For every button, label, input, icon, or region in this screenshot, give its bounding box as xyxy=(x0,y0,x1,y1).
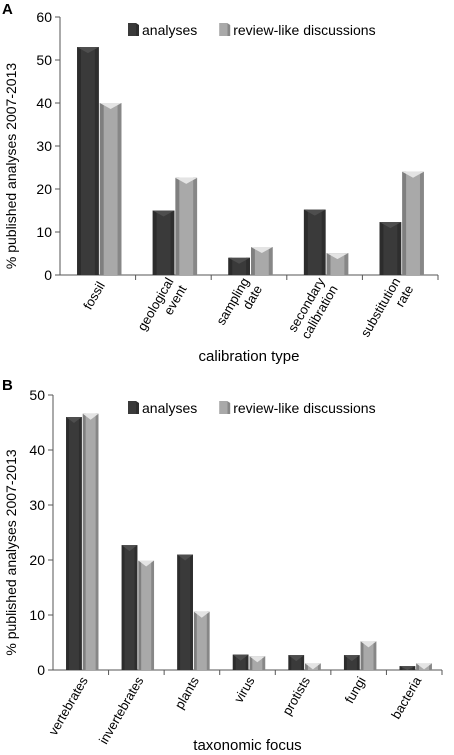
x-category-label: samplingdate xyxy=(213,275,265,335)
x-axis-title: taxonomic focus xyxy=(193,737,301,754)
bar-review-like-0 xyxy=(99,103,122,275)
bar-analyses-1 xyxy=(121,545,138,670)
y-tick-label: 20 xyxy=(29,552,45,568)
bar-analyses-0 xyxy=(77,47,99,275)
bar-review-like-5 xyxy=(360,641,377,670)
panel-label: B xyxy=(2,377,13,394)
bar-analyses-4 xyxy=(379,222,402,275)
y-tick-label: 50 xyxy=(29,387,45,403)
bar-review-like-2 xyxy=(193,611,210,670)
bar-analyses-1 xyxy=(152,210,175,275)
x-category-label: fossil xyxy=(80,279,108,312)
bar-review-like-0 xyxy=(82,413,99,670)
y-tick-label: 40 xyxy=(36,95,52,111)
legend: analyses review-like discussions xyxy=(128,22,376,38)
x-category-label: protists xyxy=(279,674,313,718)
x-category-label: vertebrates xyxy=(45,674,91,738)
chart-panel-b: B 0 10 20 30 40 50 % published analyses 2007-20… xyxy=(2,377,443,754)
x-category-label: invertebrates xyxy=(96,674,147,747)
y-tick-label: 10 xyxy=(29,607,45,623)
legend-label: review-like discussions xyxy=(233,400,375,416)
y-tick-label: 10 xyxy=(36,224,52,240)
bar-review-like-1 xyxy=(175,177,198,275)
x-category-label: virus xyxy=(231,674,258,706)
y-tick-label: 0 xyxy=(44,267,52,283)
y-tick-label: 0 xyxy=(37,662,45,678)
y-tick-label: 20 xyxy=(36,181,52,197)
chart-panel-a: A 0 10 20 30 40 50 60 % published analyses 2007-… xyxy=(2,1,439,365)
panel-label: A xyxy=(2,1,13,18)
legend-swatch xyxy=(128,401,136,414)
y-tick-label: 30 xyxy=(36,138,52,154)
x-category-label: bacteria xyxy=(388,673,424,721)
y-tick-label: 60 xyxy=(36,9,52,25)
x-category-label: secondarycalibration xyxy=(285,275,341,342)
x-category-label: geologicalevent xyxy=(134,275,189,341)
bar-analyses-5 xyxy=(343,655,360,670)
y-tick-label: 40 xyxy=(29,442,45,458)
y-axis-title: % published analyses 2007-2013 xyxy=(3,449,19,655)
bar-review-like-2 xyxy=(251,247,273,275)
legend-label: analyses xyxy=(142,22,197,38)
y-tick-label: 30 xyxy=(29,497,45,513)
legend: analyses review-like discussions xyxy=(128,400,376,416)
bar-review-like-4 xyxy=(402,171,424,275)
bar-review-like-6 xyxy=(416,663,432,670)
y-tick-label: 50 xyxy=(36,52,52,68)
legend-swatch xyxy=(128,23,136,36)
legend-swatch xyxy=(219,401,228,414)
y-axis-title: % published analyses 2007-2013 xyxy=(3,63,19,269)
bar-review-like-1 xyxy=(138,560,155,670)
x-category-label: plants xyxy=(172,674,203,712)
bar-analyses-2 xyxy=(228,257,250,275)
legend-swatch xyxy=(219,23,228,36)
bar-analyses-2 xyxy=(177,554,193,670)
bar-review-like-3 xyxy=(326,253,349,275)
bar-analyses-6 xyxy=(399,666,416,670)
x-axis-title: calibration type xyxy=(199,348,300,365)
x-category-label: fungi xyxy=(342,674,369,706)
bar-analyses-4 xyxy=(288,655,305,670)
bar-analyses-3 xyxy=(232,654,249,670)
bar-analyses-0 xyxy=(66,417,82,670)
legend-label: analyses xyxy=(142,400,197,416)
bar-analyses-3 xyxy=(303,209,326,275)
bar-review-like-4 xyxy=(305,663,321,670)
legend-label: review-like discussions xyxy=(233,22,375,38)
x-category-label: substitutionrate xyxy=(357,275,416,347)
bar-review-like-3 xyxy=(249,656,266,670)
